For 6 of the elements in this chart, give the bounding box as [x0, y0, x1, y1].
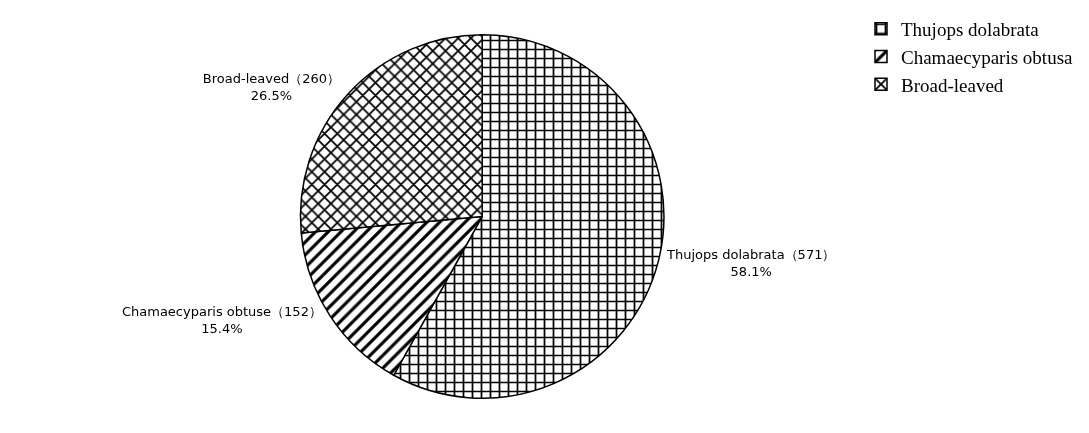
data-label: Chamaecyparis obtuse（152） 15.4%: [121, 304, 322, 337]
legend-label: Broad-leaved: [901, 74, 1004, 96]
legend-label: Chamaecyparis obtusa: [901, 46, 1074, 68]
data-label: Broad-leaved（260） 26.5%: [202, 70, 341, 103]
legend-label: Thujops dolabrata: [901, 19, 1040, 41]
data-label: Thujops dolabrata（571） 58.1%: [666, 247, 836, 280]
